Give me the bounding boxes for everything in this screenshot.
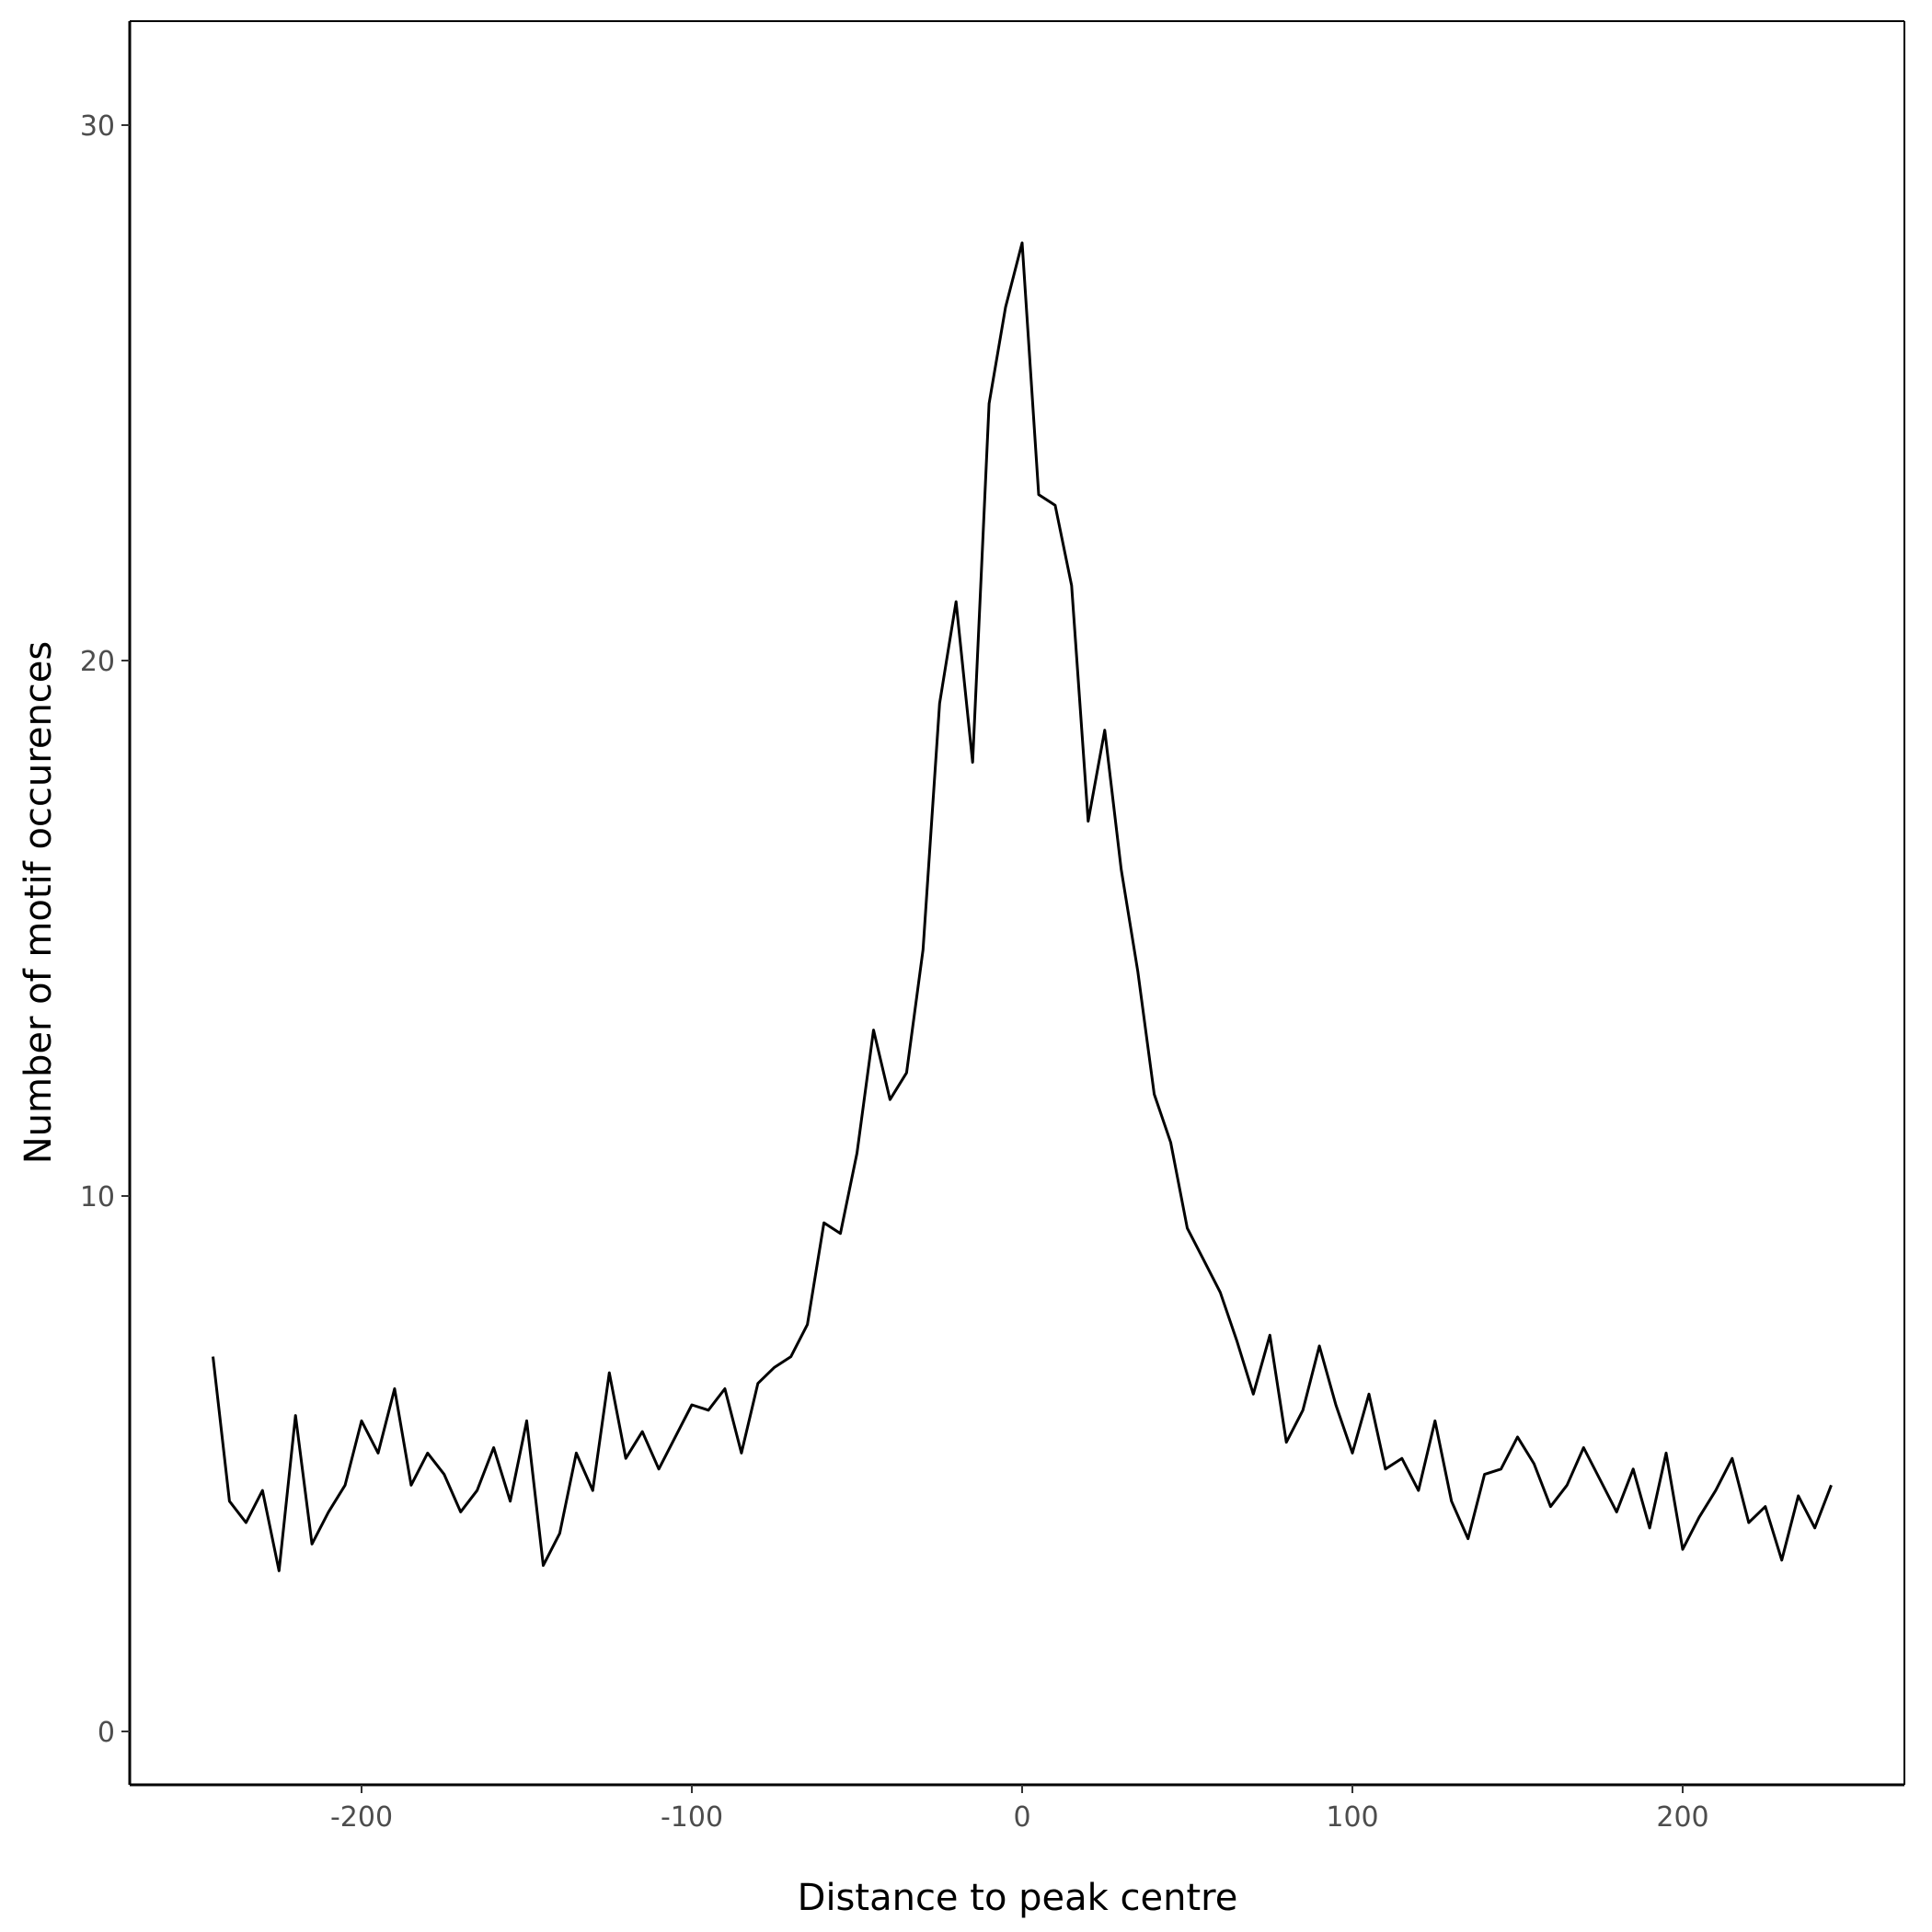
y-tick-label: 30 bbox=[80, 110, 115, 143]
y-tick-label: 20 bbox=[80, 646, 115, 678]
y-axis-title: Number of motif occurences bbox=[17, 641, 60, 1164]
y-axis-ticks: 0 10 20 30 bbox=[80, 110, 130, 1749]
x-tick-label: 100 bbox=[1326, 1801, 1378, 1834]
x-tick-label: -100 bbox=[661, 1801, 723, 1834]
x-axis-title: Distance to peak centre bbox=[798, 1877, 1238, 1919]
y-tick-label: 0 bbox=[98, 1717, 115, 1749]
series-line bbox=[212, 241, 1833, 1572]
x-tick-label: 200 bbox=[1656, 1801, 1708, 1834]
x-axis-ticks: -200 -100 0 100 200 bbox=[330, 1785, 1709, 1834]
x-tick-label: -200 bbox=[330, 1801, 393, 1834]
x-tick-label: 0 bbox=[1013, 1801, 1030, 1834]
plot-area bbox=[128, 20, 1905, 1787]
y-tick-label: 10 bbox=[80, 1181, 115, 1213]
